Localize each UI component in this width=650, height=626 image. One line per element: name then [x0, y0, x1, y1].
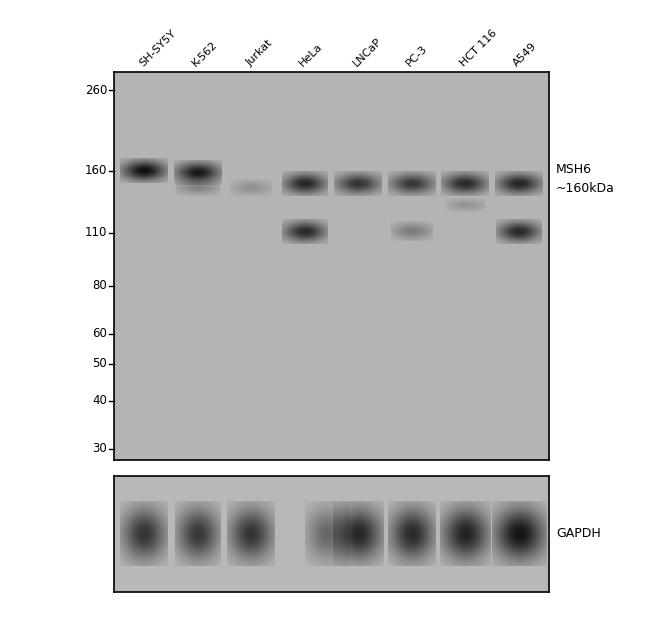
Text: 80: 80 — [92, 279, 107, 292]
Text: K-562: K-562 — [190, 39, 220, 68]
Text: MSH6: MSH6 — [556, 163, 592, 176]
Text: HCT 116: HCT 116 — [458, 28, 499, 68]
Text: 50: 50 — [92, 357, 107, 371]
Text: SH-SY5Y: SH-SY5Y — [137, 28, 177, 68]
Text: A549: A549 — [512, 41, 540, 68]
Text: 160: 160 — [85, 164, 107, 177]
Text: 40: 40 — [92, 394, 107, 408]
Text: LNCaP: LNCaP — [351, 36, 383, 68]
Text: GAPDH: GAPDH — [556, 527, 601, 540]
Text: PC-3: PC-3 — [405, 43, 430, 68]
Text: 60: 60 — [92, 327, 107, 340]
Text: Jurkat: Jurkat — [244, 38, 274, 68]
Text: ~160kDa: ~160kDa — [556, 182, 615, 195]
Text: 260: 260 — [85, 84, 107, 96]
Text: HeLa: HeLa — [298, 41, 325, 68]
Text: 110: 110 — [85, 227, 107, 239]
Text: 30: 30 — [92, 442, 107, 455]
